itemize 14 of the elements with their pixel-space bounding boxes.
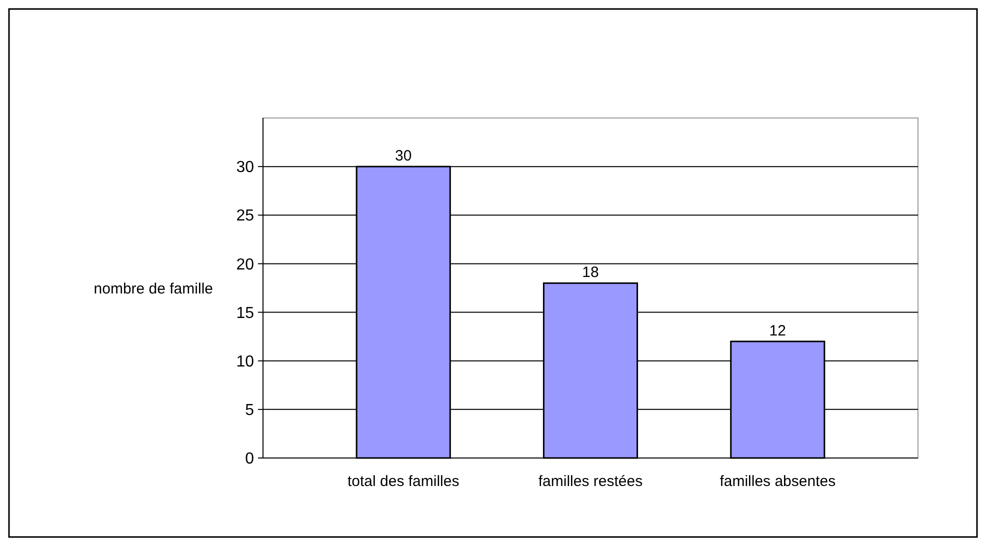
y-tick-label: 10 xyxy=(236,353,254,370)
x-tick-label: familles absentes xyxy=(720,473,836,490)
x-tick-label: familles restées xyxy=(538,473,643,490)
y-tick-label: 25 xyxy=(236,208,254,225)
y-tick-label: 0 xyxy=(245,450,254,468)
data-label: 12 xyxy=(769,322,786,340)
y-axis-title: nombre de famille xyxy=(94,280,213,298)
y-tick-label: 20 xyxy=(236,256,254,274)
data-label: 30 xyxy=(395,148,412,165)
data-label: 18 xyxy=(582,264,599,282)
x-tick-label: total des familles xyxy=(348,473,460,490)
y-tick-label: 15 xyxy=(236,304,254,322)
y-tick-label: 30 xyxy=(236,159,254,176)
y-tick-label: 5 xyxy=(245,402,254,420)
